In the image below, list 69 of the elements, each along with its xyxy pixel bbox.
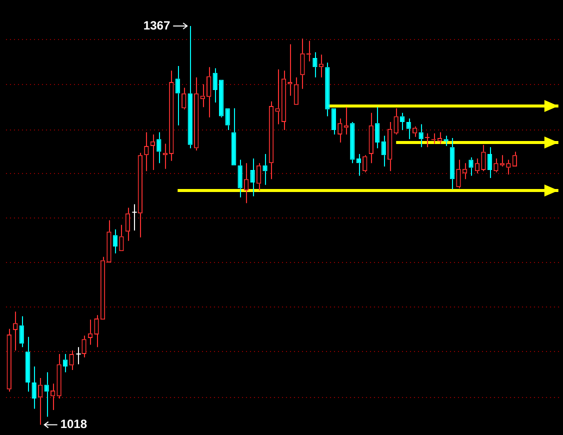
candlestick <box>69 350 74 370</box>
candlestick <box>175 65 180 126</box>
candlestick <box>437 132 442 144</box>
candlestick <box>182 87 186 110</box>
candlestick <box>94 314 99 348</box>
candlestick <box>112 228 118 254</box>
candlestick <box>268 100 274 180</box>
candlestick <box>62 353 68 373</box>
candlestick <box>206 66 212 118</box>
candlestick <box>19 316 24 348</box>
candlestick <box>225 108 230 130</box>
candlestick <box>368 112 374 164</box>
candlestick <box>256 162 262 192</box>
candlestick <box>194 76 199 152</box>
candlestick <box>144 132 149 172</box>
candlestick <box>106 220 112 263</box>
candlestick <box>512 151 518 167</box>
candlestick <box>238 159 242 198</box>
candlestick <box>381 135 386 168</box>
candlestick <box>288 44 292 96</box>
candlestick <box>82 335 86 358</box>
candlestick <box>487 146 492 178</box>
candlestick <box>338 118 342 144</box>
candlestick <box>394 108 398 136</box>
candlestick <box>300 38 305 90</box>
candlestick <box>362 154 368 173</box>
candlestick <box>444 135 448 146</box>
candlestick <box>156 132 162 164</box>
annotation: 1018 <box>60 417 88 432</box>
candlestick <box>138 152 143 238</box>
candlestick <box>450 137 455 190</box>
candlestick <box>500 154 505 168</box>
candlestick <box>56 353 62 400</box>
candlestick <box>388 121 392 172</box>
candlestick <box>244 162 249 204</box>
candlestick <box>125 207 130 242</box>
candlestick <box>375 106 380 149</box>
candlestick <box>44 372 49 418</box>
candlestick <box>250 158 255 197</box>
candlestick <box>6 328 12 392</box>
candlestick <box>468 156 474 176</box>
candlestick <box>294 76 299 105</box>
candlestick <box>26 336 30 392</box>
candlestick <box>200 84 205 108</box>
candlestick <box>188 26 192 149</box>
candlestick <box>331 108 336 136</box>
candlestick <box>281 70 286 130</box>
candlestick <box>494 158 498 173</box>
annotation: 1367 <box>143 18 170 32</box>
candlestick <box>262 153 268 186</box>
candlestick <box>132 204 138 232</box>
candlestick <box>212 68 218 104</box>
candlestick <box>474 158 480 174</box>
candlestick <box>318 54 324 78</box>
candlestick <box>406 118 411 140</box>
candlestick <box>100 256 106 320</box>
candlestick <box>312 52 318 78</box>
candlestick <box>169 70 174 162</box>
candlestick <box>350 121 355 164</box>
candlestick <box>32 366 36 410</box>
candlestick <box>76 346 82 365</box>
candlestick <box>481 144 486 172</box>
candlestick <box>119 224 124 252</box>
candlestick <box>231 108 236 166</box>
candlestick <box>418 124 424 148</box>
candlestick <box>456 159 461 189</box>
candlestick <box>325 62 330 117</box>
candlestick <box>38 377 43 426</box>
candlestick <box>506 159 511 176</box>
